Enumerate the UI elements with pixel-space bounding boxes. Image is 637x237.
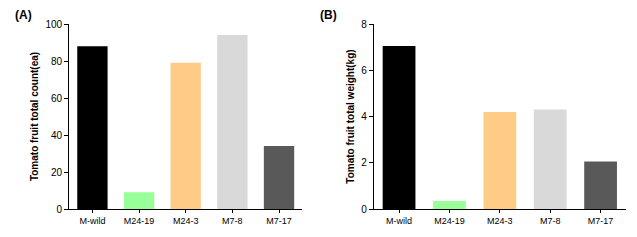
svg-text:0: 0 <box>57 204 63 215</box>
svg-text:80: 80 <box>51 56 63 67</box>
svg-text:M24-19: M24-19 <box>124 216 155 226</box>
svg-text:M24-3: M24-3 <box>173 216 199 226</box>
svg-text:(B): (B) <box>320 8 337 22</box>
svg-text:2: 2 <box>361 157 367 168</box>
svg-text:(A): (A) <box>15 8 32 22</box>
svg-text:M24-3: M24-3 <box>487 216 513 226</box>
svg-text:0: 0 <box>361 204 367 215</box>
svg-text:M7-17: M7-17 <box>266 216 292 226</box>
svg-text:100: 100 <box>45 19 62 30</box>
svg-text:M-wild: M-wild <box>386 216 412 226</box>
svg-text:6: 6 <box>361 65 367 76</box>
svg-text:Tomato fruit total weight(kg): Tomato fruit total weight(kg) <box>345 49 356 183</box>
svg-text:M7-8: M7-8 <box>222 216 243 226</box>
svg-text:60: 60 <box>51 93 63 104</box>
svg-text:M7-17: M7-17 <box>588 216 614 226</box>
svg-text:Tomato fruit total count(ea): Tomato fruit total count(ea) <box>29 52 40 181</box>
svg-text:M-wild: M-wild <box>79 216 105 226</box>
svg-text:40: 40 <box>51 130 63 141</box>
svg-text:M7-8: M7-8 <box>540 216 561 226</box>
svg-text:4: 4 <box>361 111 367 122</box>
svg-text:8: 8 <box>361 19 367 30</box>
svg-text:M24-19: M24-19 <box>434 216 465 226</box>
svg-text:20: 20 <box>51 167 63 178</box>
